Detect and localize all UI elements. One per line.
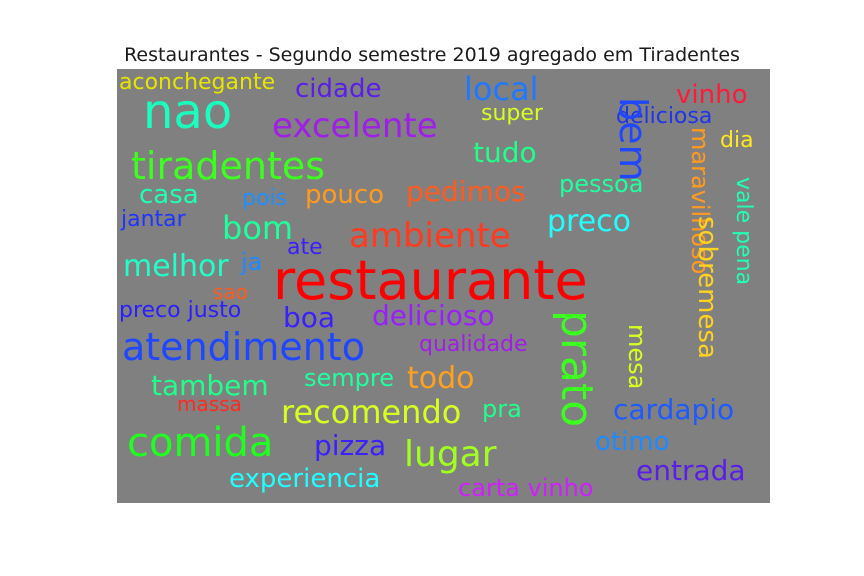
word-pizza: pizza (314, 429, 386, 462)
word-bem: bem (611, 97, 655, 182)
word-boa: boa (283, 301, 335, 334)
word-nao: nao (143, 84, 232, 140)
word-cloud: aconchegante nao cidade local vinho super exce… (117, 69, 770, 503)
word-tiradentes: tiradentes (131, 144, 325, 188)
word-tudo: tudo (473, 136, 537, 169)
word-comida: comida (127, 420, 273, 466)
word-bom: bom (222, 209, 293, 247)
word-dia: dia (720, 128, 754, 153)
word-vinho: vinho (676, 80, 747, 110)
word-ja: ja (240, 248, 262, 276)
word-jantar: jantar (120, 207, 187, 232)
word-otimo: otimo (595, 427, 670, 457)
word-vale-pena: vale pena (731, 177, 756, 285)
word-pessoa: pessoa (559, 170, 643, 198)
word-experiencia: experiencia (229, 464, 380, 494)
word-pois: pois (242, 186, 287, 211)
word-restaurante: restaurante (273, 249, 588, 312)
word-preco-justo: preco justo (119, 298, 241, 323)
word-lugar: lugar (404, 434, 497, 475)
word-todo: todo (407, 361, 475, 396)
word-sao: sao (213, 280, 248, 304)
word-pouco: pouco (305, 180, 384, 210)
word-local: local (464, 70, 539, 108)
word-atendimento: atendimento (122, 325, 365, 369)
word-entrada: entrada (636, 454, 746, 487)
word-massa: massa (177, 392, 242, 416)
word-sobremesa: sobremesa (692, 216, 722, 359)
word-super: super (481, 101, 544, 126)
word-pra: pra (482, 395, 522, 423)
word-mesa: mesa (623, 324, 651, 389)
word-recomendo: recomendo (281, 393, 461, 431)
word-pedimos: pedimos (406, 175, 526, 208)
word-delicioso: delicioso (372, 299, 495, 332)
word-casa: casa (139, 180, 199, 210)
word-tambem: tambem (151, 369, 269, 402)
word-maravilhoso: maravilhoso (686, 127, 714, 274)
word-excelente: excelente (272, 106, 438, 146)
word-cidade: cidade (295, 74, 381, 104)
word-deliciosa: deliciosa (616, 104, 712, 129)
word-cardapio: cardapio (613, 393, 734, 426)
word-aconchegante: aconchegante (119, 70, 275, 95)
word-melhor: melhor (123, 249, 229, 284)
word-preco: preco (547, 204, 631, 239)
word-ate: ate (287, 235, 323, 260)
chart-title: Restaurantes - Segundo semestre 2019 agr… (124, 44, 740, 66)
word-ambiente: ambiente (349, 216, 511, 256)
word-prato: prato (551, 310, 602, 427)
word-carta-vinho: carta vinho (458, 474, 594, 502)
word-qualidade: qualidade (419, 332, 528, 357)
word-sempre: sempre (304, 364, 394, 392)
